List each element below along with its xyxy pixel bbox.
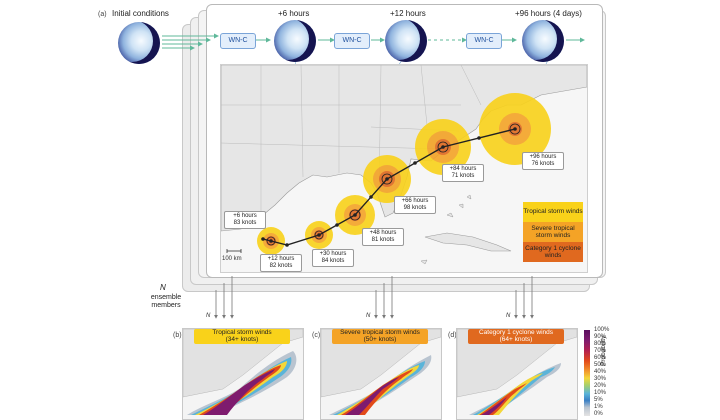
callout-66h-speed: 98 knots xyxy=(403,204,427,211)
cb-tick-30: 30% xyxy=(594,376,607,382)
callout-30h-time: +30 hours xyxy=(319,251,347,257)
time-label-96h: +96 hours (4 days) xyxy=(515,9,582,18)
ensemble-members-label: ensemble members xyxy=(150,294,182,309)
time-label-6h: +6 hours xyxy=(278,9,310,18)
prob-header-c1-sub: (64+ knots) xyxy=(499,336,533,344)
callout-66h: +66 hours 98 knots xyxy=(394,196,436,214)
prob-header-tropical-storm: Tropical storm winds (34+ knots) xyxy=(194,329,290,344)
callout-96h-time: +96 hours xyxy=(529,154,557,160)
legend-category-1: Category 1 cyclone winds xyxy=(523,242,583,262)
time-label-12h: +12 hours xyxy=(390,9,426,18)
earth-globe-6h xyxy=(274,20,316,62)
callout-6h-speed: 83 knots xyxy=(233,219,257,226)
probability-colorbar xyxy=(584,330,590,416)
map-graphic xyxy=(221,65,587,265)
cb-tick-20: 20% xyxy=(594,383,607,389)
callout-48h-time: +48 hours xyxy=(369,230,397,236)
prob-header-ts-title: Tropical storm winds xyxy=(212,329,272,336)
callout-48h: +48 hours 81 knots xyxy=(362,228,404,246)
cb-tick-100: 100% xyxy=(594,327,610,333)
prob-header-ts-sub: (34+ knots) xyxy=(225,336,259,344)
model-box-3: WN-C xyxy=(466,33,502,49)
colorbar-title: Probability xyxy=(600,335,607,366)
prob-header-severe-tropical-storm: Severe tropical storm winds (50+ knots) xyxy=(332,329,428,344)
callout-30h-speed: 84 knots xyxy=(321,257,345,264)
earth-globe-12h xyxy=(385,20,427,62)
panel-label-a: (a) xyxy=(98,11,107,18)
legend-tropical-storm: Tropical storm winds xyxy=(523,202,583,222)
callout-12h-time: +12 hours xyxy=(267,256,295,262)
cb-tick-1: 1% xyxy=(594,404,603,410)
ensemble-n-label: N xyxy=(160,283,166,292)
prob-panel-severe-tropical-storm xyxy=(320,328,442,420)
n-marker-b: N xyxy=(206,313,211,319)
callout-12h: +12 hours 82 knots xyxy=(260,254,302,272)
callout-66h-time: +66 hours xyxy=(401,198,429,204)
prob-header-sts-title: Severe tropical storm winds xyxy=(340,329,420,336)
callout-84h-time: +84 hours xyxy=(449,166,477,172)
model-box-1: WN-C xyxy=(220,33,256,49)
cb-tick-80: 80% xyxy=(594,341,607,347)
callout-84h: +84 hours 71 knots xyxy=(442,164,484,182)
cb-tick-60: 60% xyxy=(594,355,607,361)
cb-tick-5: 5% xyxy=(594,397,603,403)
panel-label-d: (d) xyxy=(448,332,457,339)
callout-6h: +6 hours 83 knots xyxy=(224,211,266,229)
panel-label-c: (c) xyxy=(312,332,321,339)
prob-map-category-1 xyxy=(457,329,577,419)
callout-12h-speed: 82 knots xyxy=(269,262,293,269)
cb-tick-40: 40% xyxy=(594,369,607,375)
prob-header-sts-sub: (50+ knots) xyxy=(363,336,397,344)
cb-tick-10: 10% xyxy=(594,390,607,396)
scale-bar-label: 100 km xyxy=(222,256,242,262)
callout-6h-time: +6 hours xyxy=(233,213,257,219)
prob-header-c1-title: Category 1 cyclone winds xyxy=(478,329,554,336)
prob-map-tropical-storm xyxy=(183,329,303,419)
cb-tick-70: 70% xyxy=(594,348,607,354)
earth-globe-96h xyxy=(522,20,564,62)
cb-tick-90: 90% xyxy=(594,334,607,340)
initial-earth-globe xyxy=(118,22,160,64)
callout-96h-speed: 76 knots xyxy=(531,160,555,167)
initial-conditions-label: Initial conditions xyxy=(112,9,169,18)
n-marker-d: N xyxy=(506,313,511,319)
n-marker-c: N xyxy=(366,313,371,319)
prob-map-severe-tropical-storm xyxy=(321,329,441,419)
cb-tick-0: 0% xyxy=(594,411,603,417)
panel-label-b: (b) xyxy=(173,332,182,339)
prob-header-category-1: Category 1 cyclone winds (64+ knots) xyxy=(468,329,564,344)
callout-84h-speed: 71 knots xyxy=(451,172,475,179)
callout-30h: +30 hours 84 knots xyxy=(312,249,354,267)
cb-tick-50: 50% xyxy=(594,362,607,368)
model-box-2: WN-C xyxy=(334,33,370,49)
legend-severe-tropical-storm: Severe tropical storm winds xyxy=(523,222,583,242)
callout-48h-speed: 81 knots xyxy=(371,236,395,243)
callout-96h: +96 hours 76 knots xyxy=(522,152,564,170)
